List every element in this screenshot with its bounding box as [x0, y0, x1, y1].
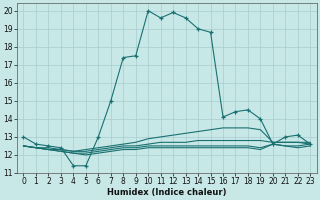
X-axis label: Humidex (Indice chaleur): Humidex (Indice chaleur)	[107, 188, 227, 197]
